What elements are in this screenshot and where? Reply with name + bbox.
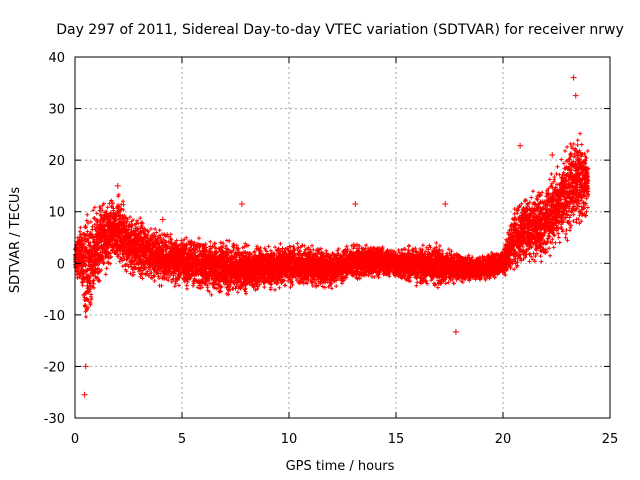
plot-frame [74,56,611,419]
y-tick-label: 20 [48,154,65,169]
data-point-outlier [81,391,88,398]
data-point-outlier [114,182,121,189]
y-tick-label: 10 [48,206,65,221]
y-tick-label: -10 [44,309,65,324]
data-point-outlier [572,92,579,99]
x-tick-label: 5 [178,432,186,447]
y-tick-label: -20 [44,360,65,375]
data-point-outlier [517,142,524,149]
data-point-outlier [352,200,359,207]
y-tick-label: 0 [57,257,65,272]
chart-title: Day 297 of 2011, Sidereal Day-to-day VTE… [56,22,624,38]
data-point-outlier [159,216,166,223]
data-point-outlier [238,200,245,207]
x-tick-label: 10 [281,432,298,447]
y-tick-label: -30 [44,412,65,427]
x-axis-title: GPS time / hours [286,459,395,474]
x-tick-label: 0 [71,432,79,447]
x-tick-label: 20 [495,432,512,447]
y-tick-label: 30 [48,103,65,118]
data-point-outlier [570,74,577,81]
x-tick-label: 15 [388,432,405,447]
data-point-outlier [549,151,556,158]
data-point-outlier [452,328,459,335]
data-point-outlier [442,200,449,207]
data-point-outlier [82,363,89,370]
axis-layer: -30 -20 -10 0 10 20 30 40 0 5 10 15 20 25 [44,51,619,447]
y-axis-title: SDTVAR / TECUs [8,187,23,294]
grid-layer [75,57,610,418]
x-tick-label: 25 [602,432,619,447]
y-tick-label: 40 [48,51,65,66]
